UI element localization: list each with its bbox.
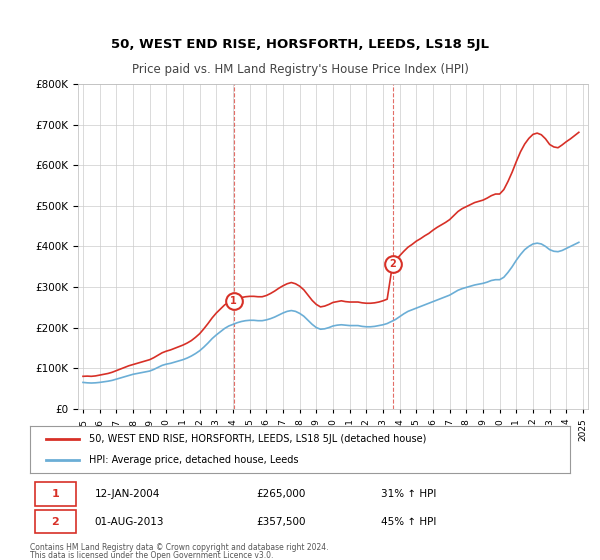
Text: Contains HM Land Registry data © Crown copyright and database right 2024.: Contains HM Land Registry data © Crown c…: [30, 543, 329, 552]
Text: 12-JAN-2004: 12-JAN-2004: [95, 489, 160, 499]
Text: 45% ↑ HPI: 45% ↑ HPI: [381, 517, 436, 527]
Text: 50, WEST END RISE, HORSFORTH, LEEDS, LS18 5JL (detached house): 50, WEST END RISE, HORSFORTH, LEEDS, LS1…: [89, 434, 427, 444]
Text: HPI: Average price, detached house, Leeds: HPI: Average price, detached house, Leed…: [89, 455, 299, 465]
FancyBboxPatch shape: [35, 482, 76, 506]
Text: 2: 2: [389, 259, 396, 269]
Text: 01-AUG-2013: 01-AUG-2013: [95, 517, 164, 527]
Text: 1: 1: [230, 296, 237, 306]
Text: 31% ↑ HPI: 31% ↑ HPI: [381, 489, 436, 499]
Text: This data is licensed under the Open Government Licence v3.0.: This data is licensed under the Open Gov…: [30, 551, 274, 560]
Text: 1: 1: [52, 489, 59, 499]
FancyBboxPatch shape: [35, 510, 76, 534]
Text: Price paid vs. HM Land Registry's House Price Index (HPI): Price paid vs. HM Land Registry's House …: [131, 63, 469, 77]
Text: £265,000: £265,000: [257, 489, 306, 499]
Text: £357,500: £357,500: [257, 517, 306, 527]
Text: 2: 2: [52, 517, 59, 527]
Text: 50, WEST END RISE, HORSFORTH, LEEDS, LS18 5JL: 50, WEST END RISE, HORSFORTH, LEEDS, LS1…: [111, 38, 489, 52]
